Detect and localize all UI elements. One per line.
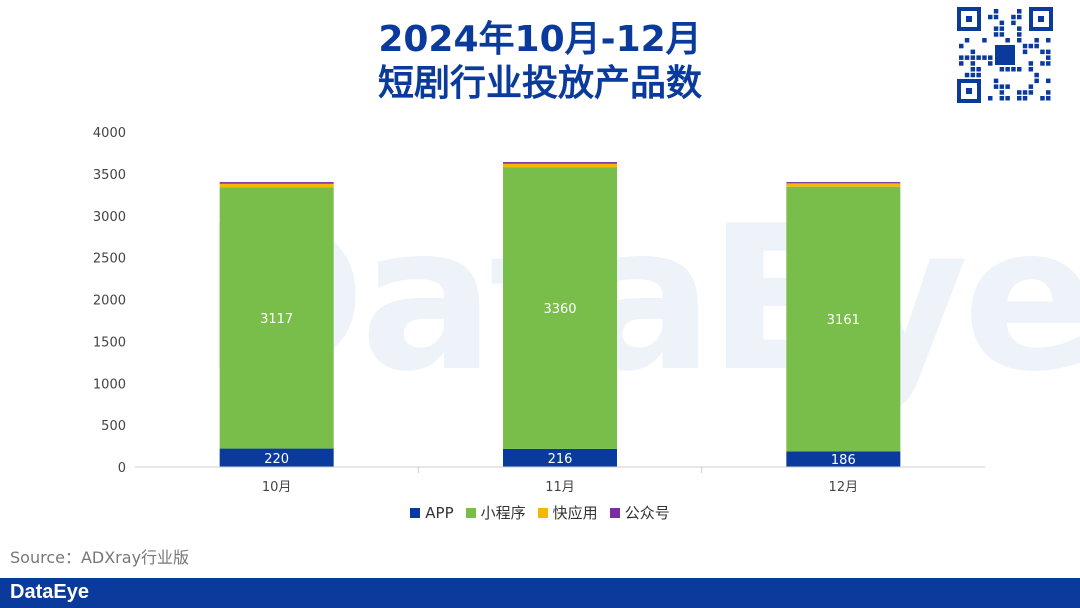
- source-note: Source：ADXray行业版: [10, 548, 190, 567]
- legend-item-app: APP: [410, 502, 454, 523]
- y-tick-label: 2500: [93, 252, 126, 267]
- bar-segment-quick-app: [503, 163, 617, 168]
- bar-segment-mini-program: [503, 167, 617, 449]
- legend-label-quick-app: 快应用: [552, 504, 598, 522]
- bar-segment-mini-program: [786, 186, 901, 452]
- bar-segment-quick-app: [786, 183, 901, 187]
- legend-item-official-account: 公众号: [609, 502, 670, 523]
- bar-segment-official-account: [219, 182, 334, 184]
- bar-segment-quick-app: [219, 183, 334, 188]
- bar-segment-app: [219, 448, 334, 467]
- legend-swatch-quick-app: [537, 507, 548, 518]
- data-label: 3117: [260, 312, 293, 327]
- data-label: 216: [548, 452, 573, 467]
- y-tick-label: 1000: [93, 377, 126, 392]
- title-line-1: 2024年10月-12月: [378, 19, 702, 60]
- chart-title: 2024年10月-12月 短剧行业投放产品数: [0, 18, 1080, 106]
- x-tick-label: 12月: [829, 480, 859, 495]
- legend-swatch-mini-program: [465, 507, 476, 518]
- data-label: 220: [264, 452, 289, 467]
- bar-segment-official-account: [786, 182, 901, 184]
- legend-swatch-app: [410, 507, 421, 518]
- legend-label-mini-program: 小程序: [480, 504, 526, 522]
- legend-label-app: APP: [425, 503, 454, 522]
- legend-item-mini-program: 小程序: [465, 502, 526, 523]
- qr-code-icon: [957, 7, 1053, 103]
- legend-item-quick-app: 快应用: [537, 502, 598, 523]
- bar-segment-app: [786, 451, 901, 467]
- legend: APP 小程序 快应用 公众号: [0, 502, 1080, 523]
- bar-segment-app: [503, 448, 617, 467]
- data-label: 186: [831, 453, 856, 468]
- y-axis: 0 500 1000 1500 2000 2500 3000 3500 4000: [93, 126, 126, 476]
- watermark: DataEye: [200, 183, 1080, 416]
- y-tick-label: 3000: [93, 210, 126, 225]
- x-tick-label: 10月: [262, 480, 292, 495]
- y-tick-label: 0: [118, 461, 126, 476]
- qr-code-graphic: [957, 7, 1053, 103]
- footer-bar: DataEye: [0, 578, 1080, 608]
- y-tick-label: 2000: [93, 294, 126, 309]
- y-tick-label: 500: [101, 419, 126, 434]
- y-tick-label: 4000: [93, 126, 126, 141]
- x-axis: 10月 11月 12月: [135, 466, 985, 495]
- bar-segment-official-account: [503, 162, 617, 164]
- y-tick-label: 1500: [93, 335, 126, 350]
- legend-label-official-account: 公众号: [624, 504, 670, 522]
- data-label: 3161: [827, 313, 860, 328]
- legend-swatch-official-account: [609, 507, 620, 518]
- brand-logo: DataEye: [10, 581, 89, 603]
- title-line-2: 短剧行业投放产品数: [377, 63, 702, 104]
- data-label: 3360: [543, 302, 576, 317]
- bars: 220 3117 216 3360 186 3161: [219, 162, 901, 468]
- bar-segment-mini-program: [219, 187, 334, 449]
- x-tick-label: 11月: [545, 480, 575, 495]
- y-tick-label: 3500: [93, 168, 126, 183]
